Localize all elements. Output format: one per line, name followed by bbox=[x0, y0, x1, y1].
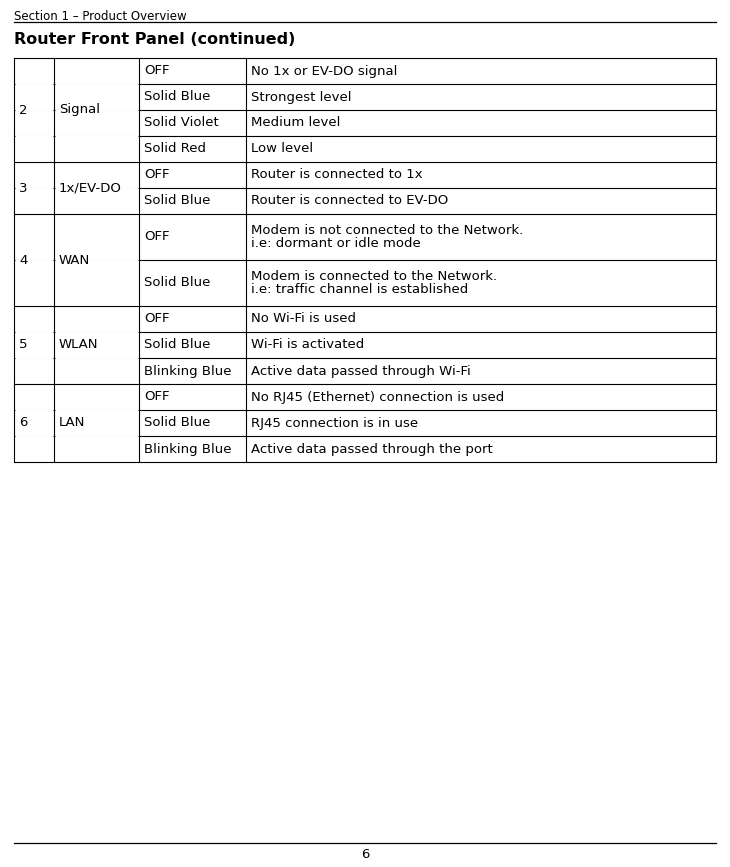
Text: i.e: dormant or idle mode: i.e: dormant or idle mode bbox=[251, 237, 420, 250]
Text: Modem is not connected to the Network.: Modem is not connected to the Network. bbox=[251, 224, 523, 237]
Text: OFF: OFF bbox=[144, 390, 169, 403]
Text: Active data passed through the port: Active data passed through the port bbox=[251, 442, 493, 455]
Text: Blinking Blue: Blinking Blue bbox=[144, 442, 231, 455]
Text: OFF: OFF bbox=[144, 231, 169, 244]
Text: OFF: OFF bbox=[144, 312, 169, 325]
Text: Router is connected to EV-DO: Router is connected to EV-DO bbox=[251, 194, 448, 207]
Text: Solid Red: Solid Red bbox=[144, 142, 206, 155]
Text: 6: 6 bbox=[361, 848, 369, 861]
Text: No RJ45 (Ethernet) connection is used: No RJ45 (Ethernet) connection is used bbox=[251, 390, 504, 403]
Text: Solid Blue: Solid Blue bbox=[144, 277, 210, 290]
Text: WLAN: WLAN bbox=[59, 338, 99, 351]
Text: Router Front Panel (continued): Router Front Panel (continued) bbox=[14, 32, 296, 47]
Text: OFF: OFF bbox=[144, 168, 169, 181]
Text: Solid Blue: Solid Blue bbox=[144, 194, 210, 207]
Text: LAN: LAN bbox=[59, 416, 85, 429]
Text: i.e: traffic channel is established: i.e: traffic channel is established bbox=[251, 283, 468, 296]
Text: 1x/EV-DO: 1x/EV-DO bbox=[59, 181, 122, 194]
Text: Active data passed through Wi-Fi: Active data passed through Wi-Fi bbox=[251, 364, 471, 377]
Text: 4: 4 bbox=[19, 253, 28, 266]
Text: Solid Blue: Solid Blue bbox=[144, 416, 210, 429]
Text: Modem is connected to the Network.: Modem is connected to the Network. bbox=[251, 270, 497, 283]
Text: No 1x or EV-DO signal: No 1x or EV-DO signal bbox=[251, 64, 397, 77]
Text: 5: 5 bbox=[19, 338, 28, 351]
Text: RJ45 connection is in use: RJ45 connection is in use bbox=[251, 416, 418, 429]
Text: Blinking Blue: Blinking Blue bbox=[144, 364, 231, 377]
Text: Router is connected to 1x: Router is connected to 1x bbox=[251, 168, 423, 181]
Text: Strongest level: Strongest level bbox=[251, 90, 352, 103]
Text: 3: 3 bbox=[19, 181, 28, 194]
Text: Solid Violet: Solid Violet bbox=[144, 116, 219, 129]
Text: Wi-Fi is activated: Wi-Fi is activated bbox=[251, 338, 364, 351]
Text: Solid Blue: Solid Blue bbox=[144, 338, 210, 351]
Text: No Wi-Fi is used: No Wi-Fi is used bbox=[251, 312, 356, 325]
Text: Section 1 – Product Overview: Section 1 – Product Overview bbox=[14, 10, 187, 23]
Text: OFF: OFF bbox=[144, 64, 169, 77]
Text: Signal: Signal bbox=[59, 103, 100, 116]
Text: Low level: Low level bbox=[251, 142, 313, 155]
Text: 6: 6 bbox=[19, 416, 28, 429]
Text: WAN: WAN bbox=[59, 253, 91, 266]
Text: Medium level: Medium level bbox=[251, 116, 340, 129]
Text: 2: 2 bbox=[19, 103, 28, 116]
Text: Solid Blue: Solid Blue bbox=[144, 90, 210, 103]
